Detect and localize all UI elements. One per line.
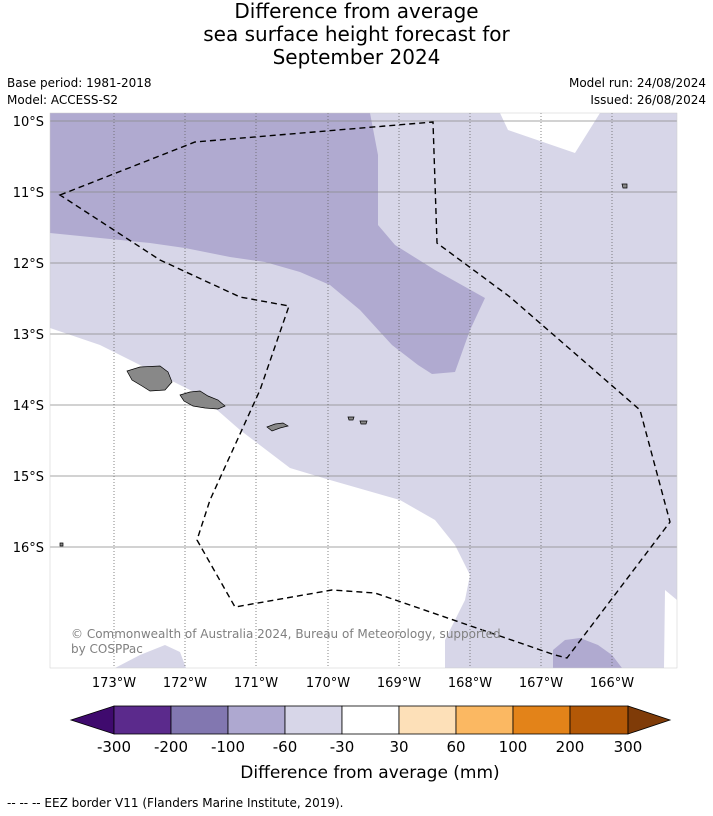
lat-label: 13°S [13, 328, 44, 343]
lon-label: 171°W [234, 676, 278, 691]
colorbar-extend-low [69, 705, 115, 735]
anomaly-region-light-southwest [115, 645, 186, 668]
model-run: Model run: 24/08/2024 [568, 76, 706, 90]
lon-label: 169°W [377, 676, 421, 691]
island-savaii [126, 365, 173, 392]
anomaly-region-medium [50, 113, 485, 374]
eez-footnote: -- -- -- EEZ border V11 (Flanders Marine… [7, 796, 344, 810]
lon-gridlines [113, 113, 613, 668]
island-swains [621, 183, 628, 189]
colorbar-tick: 200 [556, 738, 585, 756]
colorbar-bin [170, 705, 229, 735]
map-area [50, 113, 677, 668]
colorbar-extend-high [627, 705, 672, 735]
map-frame [49, 112, 678, 669]
colorbar-tick: -100 [211, 738, 245, 756]
title-line-3: September 2024 [272, 45, 441, 69]
colorbar-tick: 300 [614, 738, 643, 756]
island-ofu [347, 416, 355, 421]
map-title: Difference from average sea surface heig… [0, 0, 713, 69]
copyright-line-1: © Commonwealth of Australia 2024, Bureau… [71, 627, 501, 641]
issued-date: Issued: 26/08/2024 [590, 93, 706, 107]
meta-left: Base period: 1981-2018 Model: ACCESS-S2 [7, 75, 152, 109]
island-small-west [59, 542, 64, 547]
lat-gridlines [50, 120, 677, 548]
lon-label: 167°W [519, 676, 563, 691]
colorbar-tick: 30 [389, 738, 408, 756]
title-line-2: sea surface height forecast for [203, 22, 510, 46]
island-tutuila [266, 422, 289, 432]
base-period: Base period: 1981-2018 [7, 76, 152, 90]
colorbar-tick: -300 [97, 738, 131, 756]
colorbar-bin [569, 705, 629, 735]
colorbar-label: Difference from average (mm) [240, 763, 499, 783]
lat-labels: 10°S 11°S 12°S 13°S 14°S 15°S 16°S [13, 115, 44, 556]
lat-label: 16°S [13, 541, 44, 556]
lon-label: 173°W [92, 676, 136, 691]
colorbar-tick: 100 [499, 738, 528, 756]
copyright-line-2: by COSPPac [71, 642, 143, 656]
colorbar [69, 705, 672, 735]
colorbar-bin [512, 705, 571, 735]
island-tau [359, 420, 368, 425]
colorbar-bin [284, 705, 343, 735]
anomaly-region-medium-south [553, 638, 622, 668]
colorbar-tick: -30 [330, 738, 355, 756]
meta-right: Model run: 24/08/2024 Issued: 26/08/2024 [569, 75, 706, 109]
colorbar-bin [113, 705, 172, 735]
lat-label: 15°S [13, 470, 44, 485]
model-name: Model: ACCESS-S2 [7, 93, 119, 107]
islands [59, 183, 628, 547]
lat-label: 11°S [13, 186, 44, 201]
colorbar-ticks: -300 -200 -100 -60 -30 30 60 100 200 300 [97, 738, 642, 756]
island-upolu [179, 390, 226, 410]
colorbar-tick: 60 [446, 738, 465, 756]
lon-label: 166°W [590, 676, 634, 691]
colorbar-tick: -60 [273, 738, 298, 756]
colorbar-bin [341, 705, 400, 735]
lon-label: 168°W [448, 676, 492, 691]
lat-label: 10°S [13, 115, 44, 130]
copyright-notice: © Commonwealth of Australia 2024, Bureau… [71, 627, 501, 656]
colorbar-bin [455, 705, 514, 735]
title-line-1: Difference from average [234, 0, 479, 23]
lon-label: 170°W [306, 676, 350, 691]
colorbar-bin [227, 705, 286, 735]
lon-labels: 173°W 172°W 171°W 170°W 169°W 168°W 167°… [92, 676, 634, 691]
eez-border [58, 121, 671, 659]
colorbar-tick: -200 [154, 738, 188, 756]
lon-label: 172°W [163, 676, 207, 691]
colorbar-bin [398, 705, 457, 735]
lat-label: 12°S [13, 257, 44, 272]
lat-label: 14°S [13, 399, 44, 414]
